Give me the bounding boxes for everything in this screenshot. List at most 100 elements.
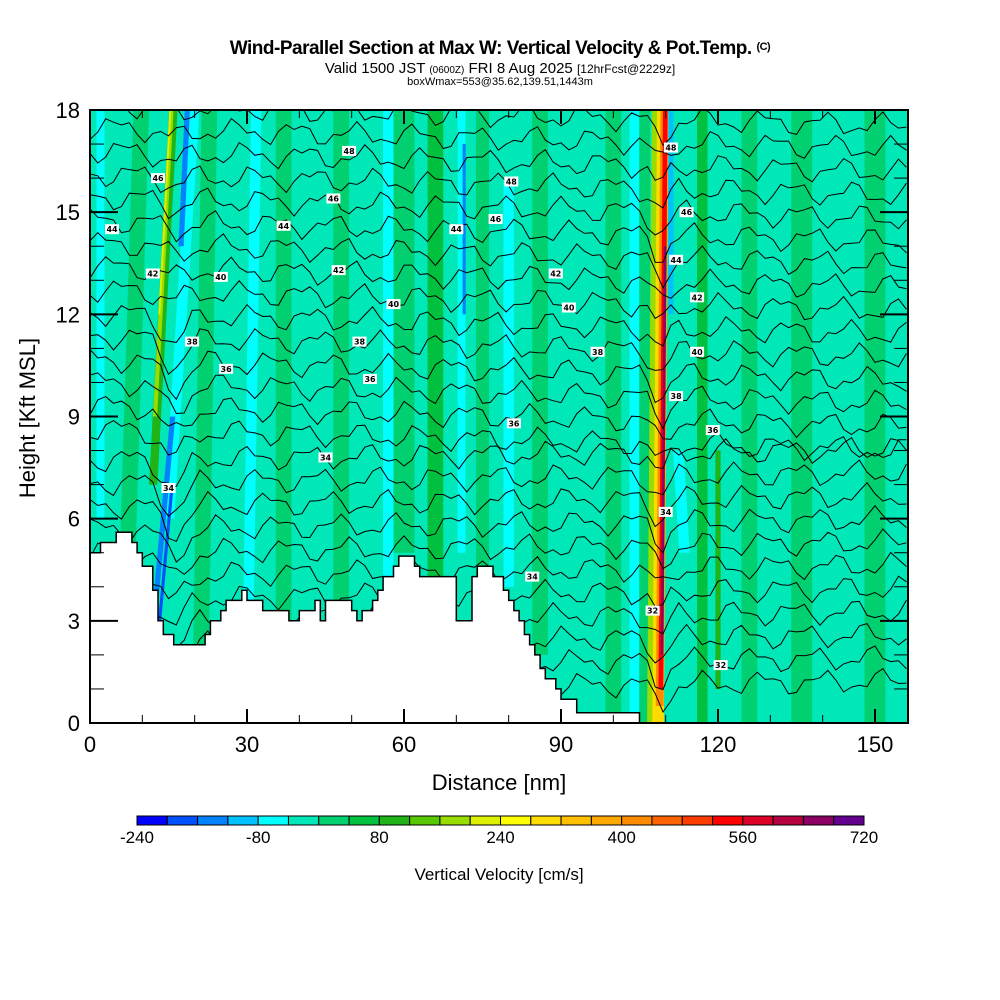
contour-label-text: 46 xyxy=(328,195,340,204)
contour-label: 42 xyxy=(331,265,346,276)
contour-label-box xyxy=(276,220,291,231)
contour-label-box xyxy=(705,425,720,436)
contour-label-text: 42 xyxy=(147,270,158,279)
x-tick-labels: 0 30 60 90 120 150 xyxy=(84,732,893,757)
colorbar-segment xyxy=(681,815,714,826)
contour-label-text: 42 xyxy=(550,270,561,279)
colorbar-segment xyxy=(318,815,350,826)
theta-contour-line xyxy=(90,459,907,517)
colorbar-tick-label: -240 xyxy=(120,828,154,847)
colorbar-segment xyxy=(802,815,835,826)
theta-contour-line xyxy=(90,528,907,576)
contour-label-text: 44 xyxy=(106,225,118,234)
contour-label-text: 42 xyxy=(692,293,703,302)
field-cell xyxy=(333,110,350,621)
theta-contour-line xyxy=(90,372,907,430)
field-cell xyxy=(152,110,174,417)
contour-label: 36 xyxy=(705,425,720,436)
field-cell xyxy=(393,110,415,553)
theta-contour-line xyxy=(127,110,907,147)
terrain xyxy=(90,531,661,723)
contour-label: 48 xyxy=(663,142,678,153)
contour-label-text: 40 xyxy=(692,348,704,357)
contour-label-text: 44 xyxy=(451,225,463,234)
colorbar-segment xyxy=(560,815,592,826)
y-tick-label: 12 xyxy=(56,302,80,327)
colorbar-segment xyxy=(227,815,259,826)
contour-label-box xyxy=(679,207,694,218)
contour-label-text: 42 xyxy=(333,266,344,275)
contour-label-text: 40 xyxy=(215,273,227,282)
contour-label-box xyxy=(504,176,519,187)
chart-subtitle: Valid 1500 JST (0600Z) FRI 8 Aug 2025 [1… xyxy=(0,60,1000,77)
field-cell xyxy=(791,110,813,723)
valid-date: FRI 8 Aug 2025 xyxy=(468,60,573,77)
contour-label-text: 40 xyxy=(388,300,400,309)
contour-label-box xyxy=(663,142,678,153)
contour-label-text: 34 xyxy=(163,484,175,493)
theta-contour-line xyxy=(90,482,907,543)
theta-contour-line xyxy=(90,436,907,488)
y-tick-label: 6 xyxy=(68,507,80,532)
y-axis-title: Height [Kft MSL] xyxy=(15,338,40,498)
contour-label-box xyxy=(151,173,165,184)
contour-label-box xyxy=(161,483,176,493)
colorbar-segment xyxy=(166,815,199,826)
theta-contour-line xyxy=(90,165,907,209)
theta-contour-line xyxy=(90,117,907,159)
contour-label-text: 34 xyxy=(320,453,332,462)
field-cell xyxy=(605,110,622,723)
contour-labels: 48 48 48 46 46 46 46 44 44 44 44 42 42 42 42 40 40 40 40 38… xyxy=(105,142,728,671)
field-cell xyxy=(243,110,262,621)
contour-label-text: 36 xyxy=(364,375,376,384)
y-tick-labels: 0 3 6 9 12 15 18 xyxy=(56,98,80,736)
contour-label-box xyxy=(590,346,605,357)
colorbar-segment xyxy=(136,815,168,826)
contour-label-box xyxy=(669,254,684,265)
field-cell xyxy=(660,246,667,655)
colorbar-segment xyxy=(712,815,744,826)
theta-contour-line xyxy=(90,396,907,440)
theta-contour-line xyxy=(90,187,907,236)
contour-label-box xyxy=(713,660,728,671)
theta-contour-line xyxy=(90,420,907,462)
contour-label: 40 xyxy=(213,271,228,282)
contour-label-text: 32 xyxy=(715,661,726,670)
field-cell xyxy=(503,178,514,587)
contour-label-text: 48 xyxy=(665,144,677,153)
contour-label: 42 xyxy=(690,292,705,303)
theta-contour-line xyxy=(90,303,907,347)
field-cell xyxy=(672,450,690,553)
field-cell xyxy=(383,110,394,587)
axis-ticks xyxy=(89,109,908,724)
contour-label: 46 xyxy=(488,214,503,224)
y-tick-label: 9 xyxy=(68,405,80,430)
x-tick-label: 30 xyxy=(235,732,259,757)
colorbar-segment xyxy=(469,815,501,826)
theta-contour-line xyxy=(90,208,907,263)
contour-label: 32 xyxy=(713,660,728,671)
contour-label-text: 38 xyxy=(187,338,199,347)
contour-label-box xyxy=(352,336,367,347)
colorbar-segment xyxy=(257,815,289,826)
contour-label-box xyxy=(645,605,660,616)
contour-label: 44 xyxy=(105,224,119,235)
field-cell xyxy=(158,484,174,621)
colorbar-segment xyxy=(651,815,683,826)
contour-label-box xyxy=(669,391,684,402)
contour-label-box xyxy=(105,224,119,235)
colorbar-segment xyxy=(530,815,562,826)
colorbar-segment xyxy=(287,815,320,826)
contour-label-box xyxy=(506,418,521,429)
colorbar-tick-label: -80 xyxy=(246,828,271,847)
field-cell xyxy=(668,110,674,315)
contour-label-box xyxy=(658,506,673,517)
contour-label-box xyxy=(213,271,228,282)
field-cell xyxy=(830,110,847,723)
colorbar-segment xyxy=(590,815,623,826)
field-cell xyxy=(767,110,784,723)
field-cell xyxy=(275,110,292,621)
contour-label: 46 xyxy=(151,173,165,184)
contour-label: 44 xyxy=(449,224,464,235)
contour-label-text: 36 xyxy=(707,426,719,435)
